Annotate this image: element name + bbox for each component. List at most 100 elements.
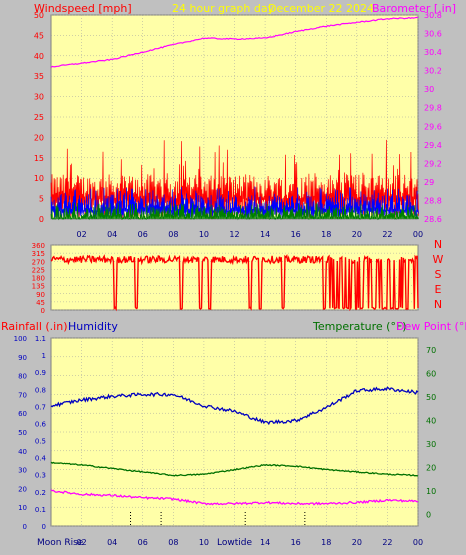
temperature-tick-label: 50: [426, 393, 436, 402]
wind-average-line: [50, 186, 419, 219]
rainfall-tick-label: 0.5: [35, 438, 46, 446]
humidity-tick-label: 90: [18, 354, 27, 362]
wind-low-line: [50, 202, 419, 221]
temp-x-tick-label: 04: [107, 538, 117, 547]
humidity-tick-label: 60: [18, 410, 27, 418]
chart-title: 24 hour graph day: [172, 2, 275, 15]
humidity-tick-label: 10: [18, 504, 27, 512]
barometer-tick-label: 29.6: [424, 122, 442, 131]
wind-direction-grid: [51, 244, 418, 311]
wind-x-tick-label: 06: [138, 230, 148, 239]
temp-x-tick-label: 16: [291, 538, 301, 547]
compass-label: W: [433, 253, 444, 266]
wind-tick-label: 10: [34, 174, 44, 183]
barometer-line: [50, 16, 419, 68]
humidity-tick-label: 30: [18, 467, 27, 475]
rainfall-tick-label: 0.9: [35, 369, 46, 377]
temperature-line: [50, 461, 419, 477]
temperature-tick-label: 60: [426, 369, 436, 378]
wind-direction-line: [50, 253, 419, 312]
rainfall-tick-label: 0: [42, 523, 46, 531]
rainfall-tick-label: 0.2: [35, 489, 46, 497]
barometer-tick-label: 29.2: [424, 159, 442, 168]
direction-tick-label: 0: [41, 307, 45, 315]
humidity-tick-label: 80: [18, 373, 27, 381]
temp-x-tick-label: 02: [76, 538, 86, 547]
wind-series: [50, 139, 419, 221]
barometer-tick-label: 30.8: [424, 11, 442, 20]
barometer-tick-label: 28.6: [424, 215, 442, 224]
direction-tick-label: 90: [36, 291, 45, 299]
wind-x-tick-label: 02: [76, 230, 86, 239]
temp-x-tick-label: 22: [382, 538, 392, 547]
temp-x-tick-label: 18: [321, 538, 331, 547]
wind-x-tick-label: 20: [352, 230, 362, 239]
wind-x-tick-label: 10: [199, 230, 209, 239]
rainfall-tick-label: 0.3: [35, 472, 46, 480]
humidity-tick-label: 0: [23, 523, 27, 531]
barometer-tick-label: 30.6: [424, 30, 442, 39]
humidity-tick-label: 20: [18, 485, 27, 493]
chart-date: December 22 2024: [268, 2, 374, 15]
temperature-tick-label: 20: [426, 463, 436, 472]
compass-label: N: [434, 238, 442, 251]
temp-x-tick-label: 08: [168, 538, 178, 547]
temperature-axis-label: Temperature (°F): [312, 320, 407, 333]
wind-tick-label: 15: [34, 154, 44, 163]
wind-tick-label: 30: [34, 93, 44, 102]
wind-x-tick-label: 16: [291, 230, 301, 239]
temperature-tick-label: 10: [426, 487, 436, 496]
compass-label: N: [434, 298, 442, 311]
wind-axis-ticks: 0 5 10 15 20 25 30 35 40 45 50: [34, 11, 44, 224]
humidity-axis-label: Humidity: [68, 320, 118, 333]
barometer-series: [50, 16, 419, 68]
temperature-tick-label: 0: [426, 510, 431, 519]
wind-tick-label: 35: [34, 72, 44, 81]
rainfall-tick-label: 1.1: [35, 335, 46, 343]
compass-label: E: [435, 283, 442, 296]
temperature-tick-label: 40: [426, 416, 436, 425]
barometer-tick-label: 28.8: [424, 196, 442, 205]
wind-baro-grid: [51, 14, 419, 220]
direction-tick-label: 225: [32, 266, 45, 274]
moon-rise-label: Moon Rise: [37, 538, 84, 548]
wind-x-tick-label: 14: [260, 230, 270, 239]
humidity-tick-label: 70: [18, 391, 27, 399]
temp-x-tick-label: 14: [260, 538, 270, 547]
wind-axis-label: Windspeed [mph]: [34, 2, 132, 15]
compass-label: S: [435, 268, 442, 281]
barometer-axis-ticks: 28.6 28.8 29 29.2 29.4 29.6 29.8 30 30.2 30.4 30.6…: [424, 11, 442, 224]
barometer-tick-label: 29.4: [424, 141, 442, 150]
barometer-tick-label: 30.2: [424, 67, 442, 76]
wind-tick-label: 25: [34, 113, 44, 122]
wind-x-tick-label: 22: [382, 230, 392, 239]
direction-tick-label: 360: [32, 242, 45, 250]
direction-tick-label: 180: [32, 275, 45, 283]
direction-tick-label: 270: [32, 258, 45, 266]
rainfall-tick-label: 0.8: [35, 386, 46, 394]
wind-tick-label: 20: [34, 133, 44, 142]
wind-tick-label: 40: [34, 52, 44, 61]
humidity-tick-label: 40: [18, 448, 27, 456]
rainfall-tick-label: 0.6: [35, 420, 47, 428]
direction-tick-label: 315: [32, 250, 45, 258]
wind-tick-label: 0: [39, 215, 44, 224]
direction-tick-label: 135: [32, 283, 45, 291]
temp-humidity-grid: [51, 337, 419, 527]
wind-x-tick-label: 00: [413, 230, 423, 239]
wind-x-tick-label: 08: [168, 230, 178, 239]
temperature-tick-label: 70: [426, 346, 436, 355]
temp-x-tick-label: 10: [199, 538, 209, 547]
wind-x-tick-label: 18: [321, 230, 331, 239]
temp-x-tick-label: 06: [138, 538, 148, 547]
humidity-tick-label: 50: [18, 429, 27, 437]
barometer-tick-label: 29: [424, 178, 434, 187]
wind-tick-label: 50: [34, 11, 44, 20]
dewpoint-axis-label: Dew Point (°F): [396, 320, 466, 333]
